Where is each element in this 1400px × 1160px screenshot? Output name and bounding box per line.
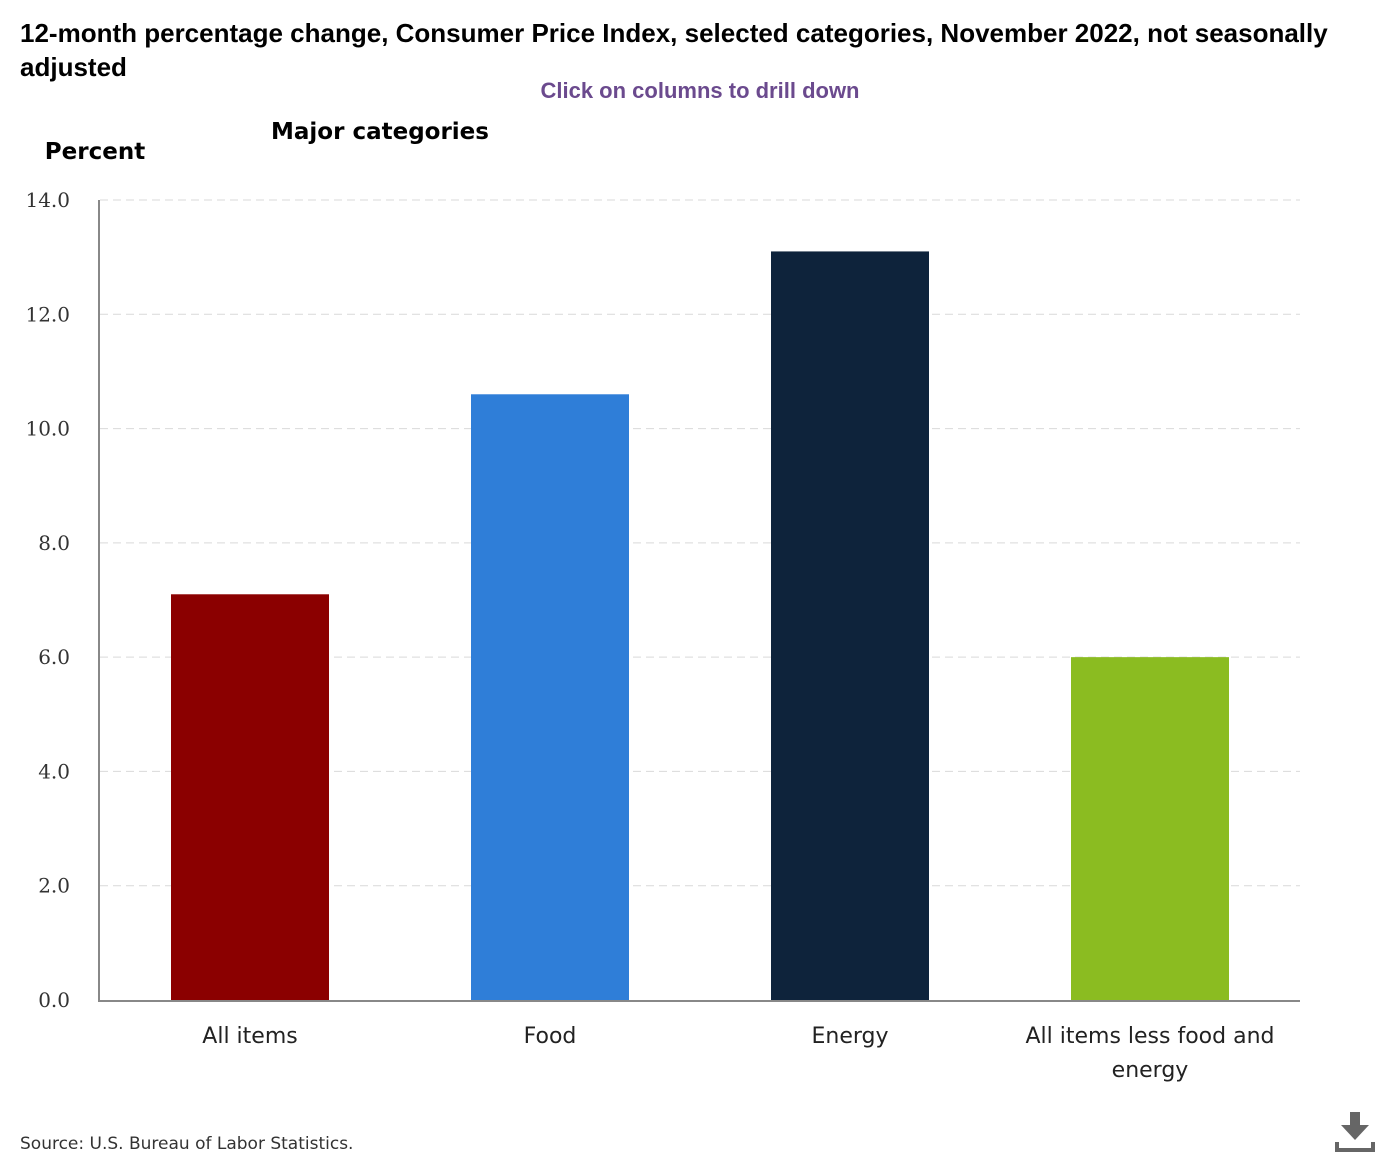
bar[interactable] — [171, 594, 329, 1000]
download-icon — [1335, 1112, 1375, 1152]
chart-subtitle: Major categories — [271, 119, 489, 145]
axes — [98, 200, 1300, 1002]
y-tick-label: 4.0 — [38, 759, 70, 783]
y-tick-label: 14.0 — [25, 188, 70, 212]
y-tick-label: 0.0 — [38, 988, 70, 1012]
bar[interactable] — [771, 251, 929, 1000]
x-tick-label: All items — [202, 1024, 297, 1049]
bar[interactable] — [471, 394, 629, 1000]
y-tick-label: 6.0 — [38, 645, 70, 669]
y-axis-ticks: 0.0 2.0 4.0 6.0 8.0 10.0 12.0 14.0 — [25, 188, 70, 1012]
y-tick-label: 2.0 — [38, 874, 70, 898]
source-note: Source: U.S. Bureau of Labor Statistics. — [20, 1134, 353, 1154]
y-tick-label: 8.0 — [38, 531, 70, 555]
x-axis-ticks: All items Food Energy All items less food a… — [202, 1024, 1274, 1083]
x-tick-label: Energy — [811, 1024, 888, 1049]
y-tick-label: 10.0 — [25, 417, 70, 441]
y-tick-label: 12.0 — [25, 302, 70, 326]
x-tick-label: All items less food and energy — [1025, 1024, 1274, 1083]
bars[interactable] — [171, 251, 1229, 1000]
bar[interactable] — [1071, 657, 1229, 1000]
drill-down-hint: Click on columns to drill down — [540, 78, 860, 103]
chart-title: 12-month percentage change, Consumer Pri… — [20, 18, 1328, 82]
download-button[interactable] — [1332, 1108, 1378, 1154]
x-tick-label: Food — [524, 1024, 577, 1049]
y-axis-label: Percent — [45, 139, 145, 165]
